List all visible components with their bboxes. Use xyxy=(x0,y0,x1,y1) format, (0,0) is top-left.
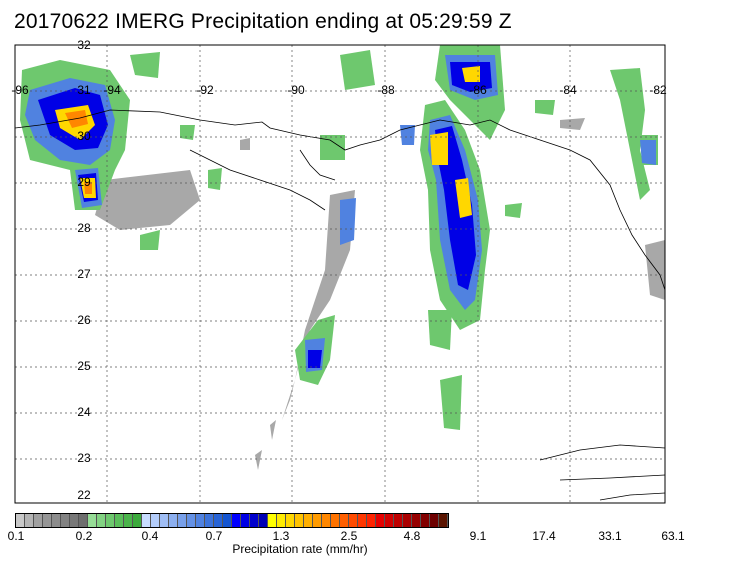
colorbar-swatch xyxy=(16,514,25,527)
colorbar-swatch xyxy=(196,514,205,527)
colorbar-tick-label: 9.1 xyxy=(469,529,487,543)
colorbar-tick-label: 17.4 xyxy=(532,529,556,543)
colorbar-label: Precipitation rate (mm/hr) xyxy=(232,542,368,556)
precip-light-rain xyxy=(95,118,665,470)
colorbar-swatch xyxy=(205,514,214,527)
colorbar-swatch xyxy=(223,514,232,527)
lon-label: -96 xyxy=(11,83,29,97)
colorbar-swatch xyxy=(178,514,187,527)
colorbar-ticks: 0.1 0.2 0.4 0.7 1.3 2.5 4.8 9.1 17.4 33.… xyxy=(0,529,747,545)
colorbar-swatch xyxy=(439,514,448,527)
colorbar-swatch xyxy=(97,514,106,527)
colorbar-swatch xyxy=(34,514,43,527)
colorbar-swatch xyxy=(151,514,160,527)
colorbar-swatch xyxy=(61,514,70,527)
colorbar-swatch xyxy=(367,514,376,527)
lon-label: -82 xyxy=(649,83,667,97)
lat-label: 23 xyxy=(77,451,91,465)
lat-label: 32 xyxy=(77,38,91,52)
colorbar-swatch xyxy=(403,514,412,527)
colorbar-swatch xyxy=(412,514,421,527)
lat-label: 22 xyxy=(77,488,91,502)
lat-label: 27 xyxy=(77,267,91,281)
colorbar-swatch xyxy=(106,514,115,527)
colorbar-swatch xyxy=(358,514,367,527)
map-title: 20170622 IMERG Precipitation ending at 0… xyxy=(14,10,512,33)
latitude-labels: 32 31 30 29 28 27 26 25 24 23 22 xyxy=(77,38,91,502)
colorbar-tick-label: 33.1 xyxy=(598,529,622,543)
coastline xyxy=(15,109,665,501)
lat-label: 26 xyxy=(77,313,91,327)
lat-label: 29 xyxy=(77,175,91,189)
colorbar-tick-label: 0.1 xyxy=(7,529,25,543)
colorbar-swatch xyxy=(133,514,142,527)
colorbar-swatch xyxy=(70,514,79,527)
colorbar-swatch xyxy=(268,514,277,527)
colorbar-swatch xyxy=(52,514,61,527)
map-frame xyxy=(14,44,666,504)
colorbar-swatch xyxy=(376,514,385,527)
colorbar-tick-label: 4.8 xyxy=(403,529,421,543)
colorbar-swatch xyxy=(25,514,34,527)
lat-label: 30 xyxy=(77,129,91,143)
colorbar-swatch xyxy=(250,514,259,527)
colorbar-swatch xyxy=(313,514,322,527)
lat-label: 24 xyxy=(77,405,91,419)
lat-label: 28 xyxy=(77,221,91,235)
colorbar-swatch xyxy=(286,514,295,527)
colorbar-swatch xyxy=(295,514,304,527)
colorbar-swatch xyxy=(88,514,97,527)
colorbar-swatch xyxy=(124,514,133,527)
colorbar-tick-label: 1.3 xyxy=(272,529,290,543)
colorbar-swatch xyxy=(115,514,124,527)
colorbar-tick-label: 0.4 xyxy=(141,529,159,543)
colorbar-swatch xyxy=(160,514,169,527)
colorbar-tick-label: 63.1 xyxy=(661,529,685,543)
colorbar-swatch xyxy=(349,514,358,527)
lat-label: 25 xyxy=(77,359,91,373)
colorbar-swatch xyxy=(187,514,196,527)
colorbar-swatch xyxy=(394,514,403,527)
lon-label: -94 xyxy=(103,83,121,97)
colorbar-swatch xyxy=(421,514,430,527)
colorbar-tick-label: 2.5 xyxy=(340,529,358,543)
colorbar-swatch xyxy=(232,514,241,527)
lon-label: -84 xyxy=(559,83,577,97)
colorbar-swatch xyxy=(241,514,250,527)
lon-label: -92 xyxy=(196,83,214,97)
colorbar-swatch xyxy=(43,514,52,527)
colorbar-swatch xyxy=(169,514,178,527)
colorbar-swatch xyxy=(259,514,268,527)
colorbar-swatch xyxy=(340,514,349,527)
colorbar-swatch xyxy=(142,514,151,527)
colorbar xyxy=(15,513,449,528)
colorbar-swatch xyxy=(430,514,439,527)
lon-label: -88 xyxy=(377,83,395,97)
colorbar-tick-label: 0.7 xyxy=(205,529,223,543)
colorbar-swatch xyxy=(385,514,394,527)
colorbar-swatch xyxy=(322,514,331,527)
lat-label: 31 xyxy=(77,83,91,97)
map-gridlines xyxy=(15,45,665,503)
lon-label: -86 xyxy=(469,83,487,97)
longitude-labels: -96 -94 -92 -90 -88 -86 -84 -82 xyxy=(11,83,667,97)
colorbar-swatch xyxy=(277,514,286,527)
colorbar-swatch xyxy=(214,514,223,527)
colorbar-swatch xyxy=(331,514,340,527)
colorbar-tick-label: 0.2 xyxy=(75,529,93,543)
lon-label: -90 xyxy=(287,83,305,97)
colorbar-swatch xyxy=(304,514,313,527)
colorbar-swatch xyxy=(79,514,88,527)
